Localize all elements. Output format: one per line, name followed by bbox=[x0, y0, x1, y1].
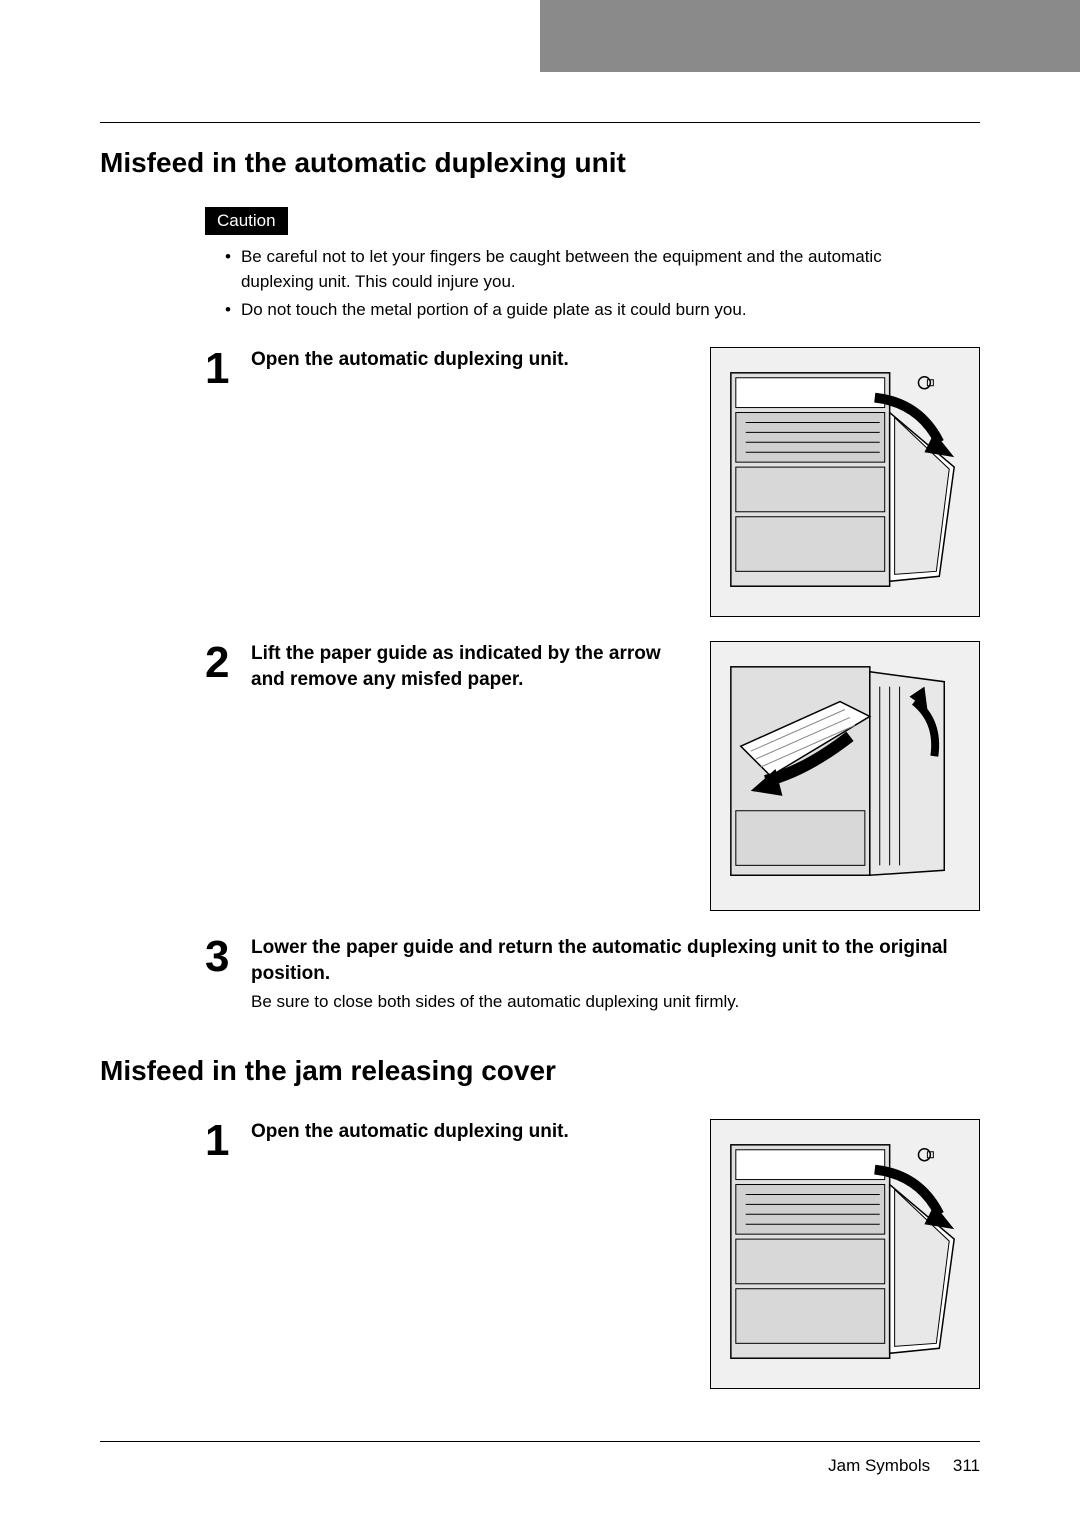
step-row: 1 Open the automatic duplexing unit. bbox=[205, 1119, 980, 1389]
step-row: 3 Lower the paper guide and return the a… bbox=[205, 935, 980, 1015]
page-number: 311 bbox=[953, 1456, 980, 1475]
step-number: 2 bbox=[205, 641, 235, 685]
step-row: 1 Open the automatic duplexing unit. bbox=[205, 347, 980, 617]
footer-label: Jam Symbols bbox=[828, 1456, 930, 1475]
footer-rule bbox=[100, 1441, 980, 1442]
step-text: Open the automatic duplexing unit. bbox=[251, 347, 694, 373]
step-heading: Open the automatic duplexing unit. bbox=[251, 1119, 694, 1145]
step-number: 1 bbox=[205, 347, 235, 391]
caution-item: • Be careful not to let your fingers be … bbox=[225, 245, 950, 294]
top-rule bbox=[100, 122, 980, 123]
step-body: Open the automatic duplexing unit. bbox=[251, 347, 980, 617]
caution-text: Do not touch the metal portion of a guid… bbox=[241, 298, 747, 323]
caution-item: • Do not touch the metal portion of a gu… bbox=[225, 298, 950, 323]
bullet-icon: • bbox=[225, 245, 231, 294]
section1-title: Misfeed in the automatic duplexing unit bbox=[100, 147, 980, 179]
step-number: 1 bbox=[205, 1119, 235, 1163]
step-text: Lower the paper guide and return the aut… bbox=[251, 935, 980, 1015]
footer-text: Jam Symbols 311 bbox=[100, 1456, 980, 1476]
step-body: Lower the paper guide and return the aut… bbox=[251, 935, 980, 1015]
step-heading: Lower the paper guide and return the aut… bbox=[251, 935, 980, 986]
step-heading: Lift the paper guide as indicated by the… bbox=[251, 641, 694, 692]
step-note: Be sure to close both sides of the autom… bbox=[251, 990, 980, 1015]
page-content: Misfeed in the automatic duplexing unit … bbox=[100, 122, 980, 1413]
step-illustration bbox=[710, 347, 980, 617]
step-row: 2 Lift the paper guide as indicated by t… bbox=[205, 641, 980, 911]
header-banner bbox=[540, 0, 1080, 72]
step-illustration bbox=[710, 1119, 980, 1389]
section2-title: Misfeed in the jam releasing cover bbox=[100, 1055, 980, 1087]
bullet-icon: • bbox=[225, 298, 231, 323]
step-number: 3 bbox=[205, 935, 235, 979]
step-illustration bbox=[710, 641, 980, 911]
caution-label: Caution bbox=[205, 207, 288, 235]
step-heading: Open the automatic duplexing unit. bbox=[251, 347, 694, 373]
caution-text: Be careful not to let your fingers be ca… bbox=[241, 245, 950, 294]
step-body: Open the automatic duplexing unit. bbox=[251, 1119, 980, 1389]
step-body: Lift the paper guide as indicated by the… bbox=[251, 641, 980, 911]
step-text: Open the automatic duplexing unit. bbox=[251, 1119, 694, 1145]
caution-list: • Be careful not to let your fingers be … bbox=[225, 245, 950, 323]
page-footer: Jam Symbols 311 bbox=[100, 1441, 980, 1476]
step-text: Lift the paper guide as indicated by the… bbox=[251, 641, 694, 692]
